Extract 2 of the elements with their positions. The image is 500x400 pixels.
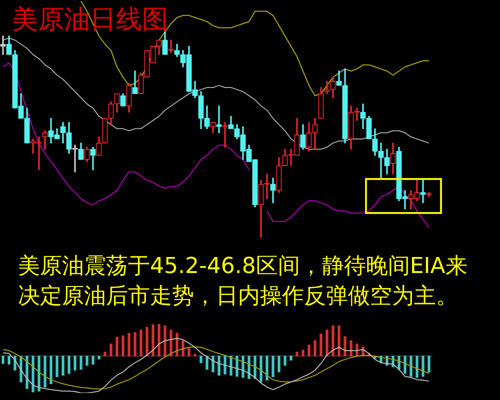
- chart-title: 美原油日线图: [12, 4, 168, 36]
- text: 美原油震荡于45.2-46.8区间，静待晚间EIA来决定原油后市走势，日内操作反弹做空为主。: [18, 253, 468, 311]
